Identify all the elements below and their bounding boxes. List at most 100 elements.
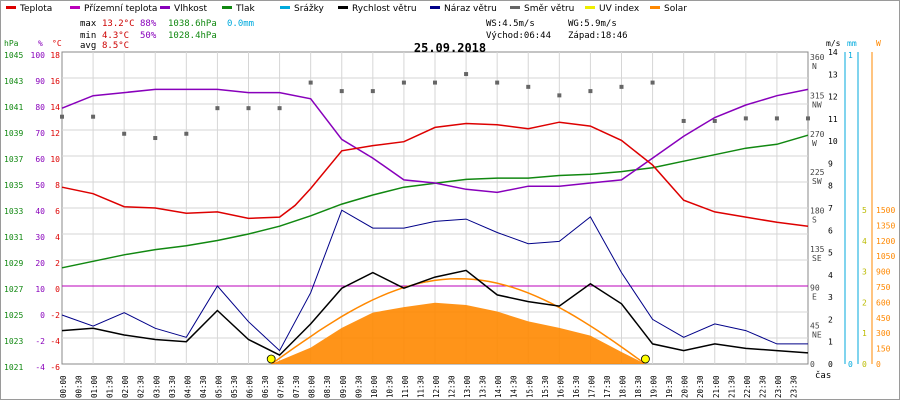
tick-label-pct: -4 bbox=[35, 363, 45, 372]
tick-label-w: 1500 bbox=[876, 206, 895, 215]
tick-label-ms: 6 bbox=[828, 226, 833, 235]
wind-direction-point bbox=[401, 80, 406, 85]
x-tick-label: 20:00 bbox=[681, 375, 690, 398]
wind-direction-point bbox=[681, 118, 686, 123]
legend-swatch bbox=[585, 6, 595, 9]
series-wind-speed bbox=[61, 269, 809, 357]
svg-text:02:30: 02:30 bbox=[137, 375, 146, 398]
wind-direction-point bbox=[774, 116, 779, 121]
axis-unit-mm: mm bbox=[847, 39, 857, 48]
tick-label-degc: 6 bbox=[55, 207, 60, 216]
tick-label-degc: 8 bbox=[55, 181, 60, 190]
wind-direction-point bbox=[246, 106, 251, 111]
stat-temp: 4.3°C bbox=[102, 31, 129, 41]
stat-humidity: 88% bbox=[140, 19, 157, 29]
series-humidity bbox=[61, 88, 809, 194]
svg-text:01:00: 01:00 bbox=[90, 375, 99, 398]
tick-label-hpa: 1043 bbox=[4, 77, 23, 86]
wind-direction-point bbox=[153, 136, 158, 141]
x-tick-label: 11:00 bbox=[401, 375, 410, 398]
wind-direction-point bbox=[184, 131, 189, 136]
legend-label: Rychlost větru bbox=[352, 4, 417, 14]
axis-unit-hpa: hPa bbox=[4, 39, 19, 48]
stat-sunset: Západ:18:46 bbox=[568, 31, 628, 41]
tick-label-uv: 1 bbox=[862, 329, 867, 338]
wind-direction-point bbox=[526, 84, 531, 89]
svg-text:13:30: 13:30 bbox=[479, 375, 488, 398]
tick-label-uv: 0 bbox=[862, 360, 867, 369]
tick-label-compass: NE bbox=[812, 331, 822, 340]
x-tick-label: 11:30 bbox=[417, 375, 426, 398]
tick-label-w: 150 bbox=[876, 345, 891, 354]
x-tick-label: 16:30 bbox=[572, 375, 581, 398]
stat-label: max bbox=[80, 19, 97, 29]
wind-direction-point bbox=[277, 106, 282, 111]
legend-swatch bbox=[6, 6, 16, 9]
wind-direction-point bbox=[650, 80, 655, 85]
legend-swatch bbox=[650, 6, 660, 9]
stat-sunrise: Východ:06:44 bbox=[486, 31, 551, 41]
tick-label-hpa: 1025 bbox=[4, 311, 23, 320]
tick-label-w: 900 bbox=[876, 268, 891, 277]
tick-label-ms: 12 bbox=[828, 93, 838, 102]
svg-text:03:00: 03:00 bbox=[152, 375, 161, 398]
svg-text:10:30: 10:30 bbox=[385, 375, 394, 398]
x-tick-label: 23:00 bbox=[774, 375, 783, 398]
x-tick-label: 09:00 bbox=[339, 375, 348, 398]
stat-pressure: 1038.6hPa bbox=[168, 19, 217, 29]
wind-direction-point bbox=[495, 80, 500, 85]
svg-text:18:30: 18:30 bbox=[634, 375, 643, 398]
legend-item: Směr větru bbox=[510, 4, 574, 14]
tick-label-uv: 2 bbox=[862, 298, 867, 307]
tick-label-uv: 4 bbox=[862, 237, 867, 246]
tick-label-hpa: 1039 bbox=[4, 129, 23, 138]
legend-label: Přízemní teplota bbox=[84, 4, 157, 14]
svg-text:08:00: 08:00 bbox=[308, 375, 317, 398]
legend-label: Vlhkost bbox=[174, 4, 207, 14]
x-tick-label: 23:30 bbox=[790, 375, 799, 398]
tick-label-hpa: 1021 bbox=[4, 363, 23, 372]
legend-swatch bbox=[222, 6, 232, 9]
legend-item: Srážky bbox=[280, 4, 325, 14]
tick-label-mm: 1 bbox=[848, 51, 853, 60]
svg-text:11:30: 11:30 bbox=[417, 375, 426, 398]
x-tick-label: 07:00 bbox=[277, 375, 286, 398]
tick-label-direction: 180 bbox=[810, 207, 825, 216]
plot-area bbox=[60, 51, 810, 365]
tick-label-hpa: 1037 bbox=[4, 155, 23, 164]
svg-text:08:30: 08:30 bbox=[323, 375, 332, 398]
tick-label-pct: 70 bbox=[35, 129, 45, 138]
tick-label-ms: 9 bbox=[828, 159, 833, 168]
x-tick-label: 01:30 bbox=[106, 375, 115, 398]
x-tick-label: 09:30 bbox=[354, 375, 363, 398]
wind-direction-point bbox=[122, 131, 127, 136]
axis-unit-ms: m/s bbox=[826, 39, 841, 48]
x-tick-label: 10:30 bbox=[385, 375, 394, 398]
svg-text:06:00: 06:00 bbox=[246, 375, 255, 398]
tick-label-direction: 90 bbox=[810, 283, 820, 292]
legend-swatch bbox=[430, 6, 440, 9]
legend-item: Náraz větru bbox=[430, 4, 497, 14]
sun-marker bbox=[266, 354, 276, 364]
tick-label-ms: 14 bbox=[828, 48, 838, 57]
svg-text:17:00: 17:00 bbox=[587, 375, 596, 398]
wind-direction-point bbox=[215, 106, 220, 111]
wind-direction-point bbox=[91, 114, 96, 119]
x-tick-label: 00:00 bbox=[59, 375, 68, 398]
axis-unit-degc: °C bbox=[52, 39, 62, 48]
tick-label-ms: 13 bbox=[828, 70, 838, 79]
svg-text:07:00: 07:00 bbox=[277, 375, 286, 398]
stat-temp: 8.5°C bbox=[102, 41, 129, 51]
svg-text:09:30: 09:30 bbox=[354, 375, 363, 398]
tick-label-pct: 80 bbox=[35, 103, 45, 112]
legend-label: Teplota bbox=[19, 4, 52, 14]
chart-title: 25.09.2018 bbox=[414, 41, 486, 55]
tick-label-ms: 2 bbox=[828, 315, 833, 324]
tick-label-degc: 12 bbox=[50, 129, 60, 138]
tick-label-hpa: 1035 bbox=[4, 181, 23, 190]
x-tick-label: 02:00 bbox=[121, 375, 130, 398]
svg-text:15:30: 15:30 bbox=[541, 375, 550, 398]
svg-text:01:30: 01:30 bbox=[106, 375, 115, 398]
svg-text:21:00: 21:00 bbox=[712, 375, 721, 398]
